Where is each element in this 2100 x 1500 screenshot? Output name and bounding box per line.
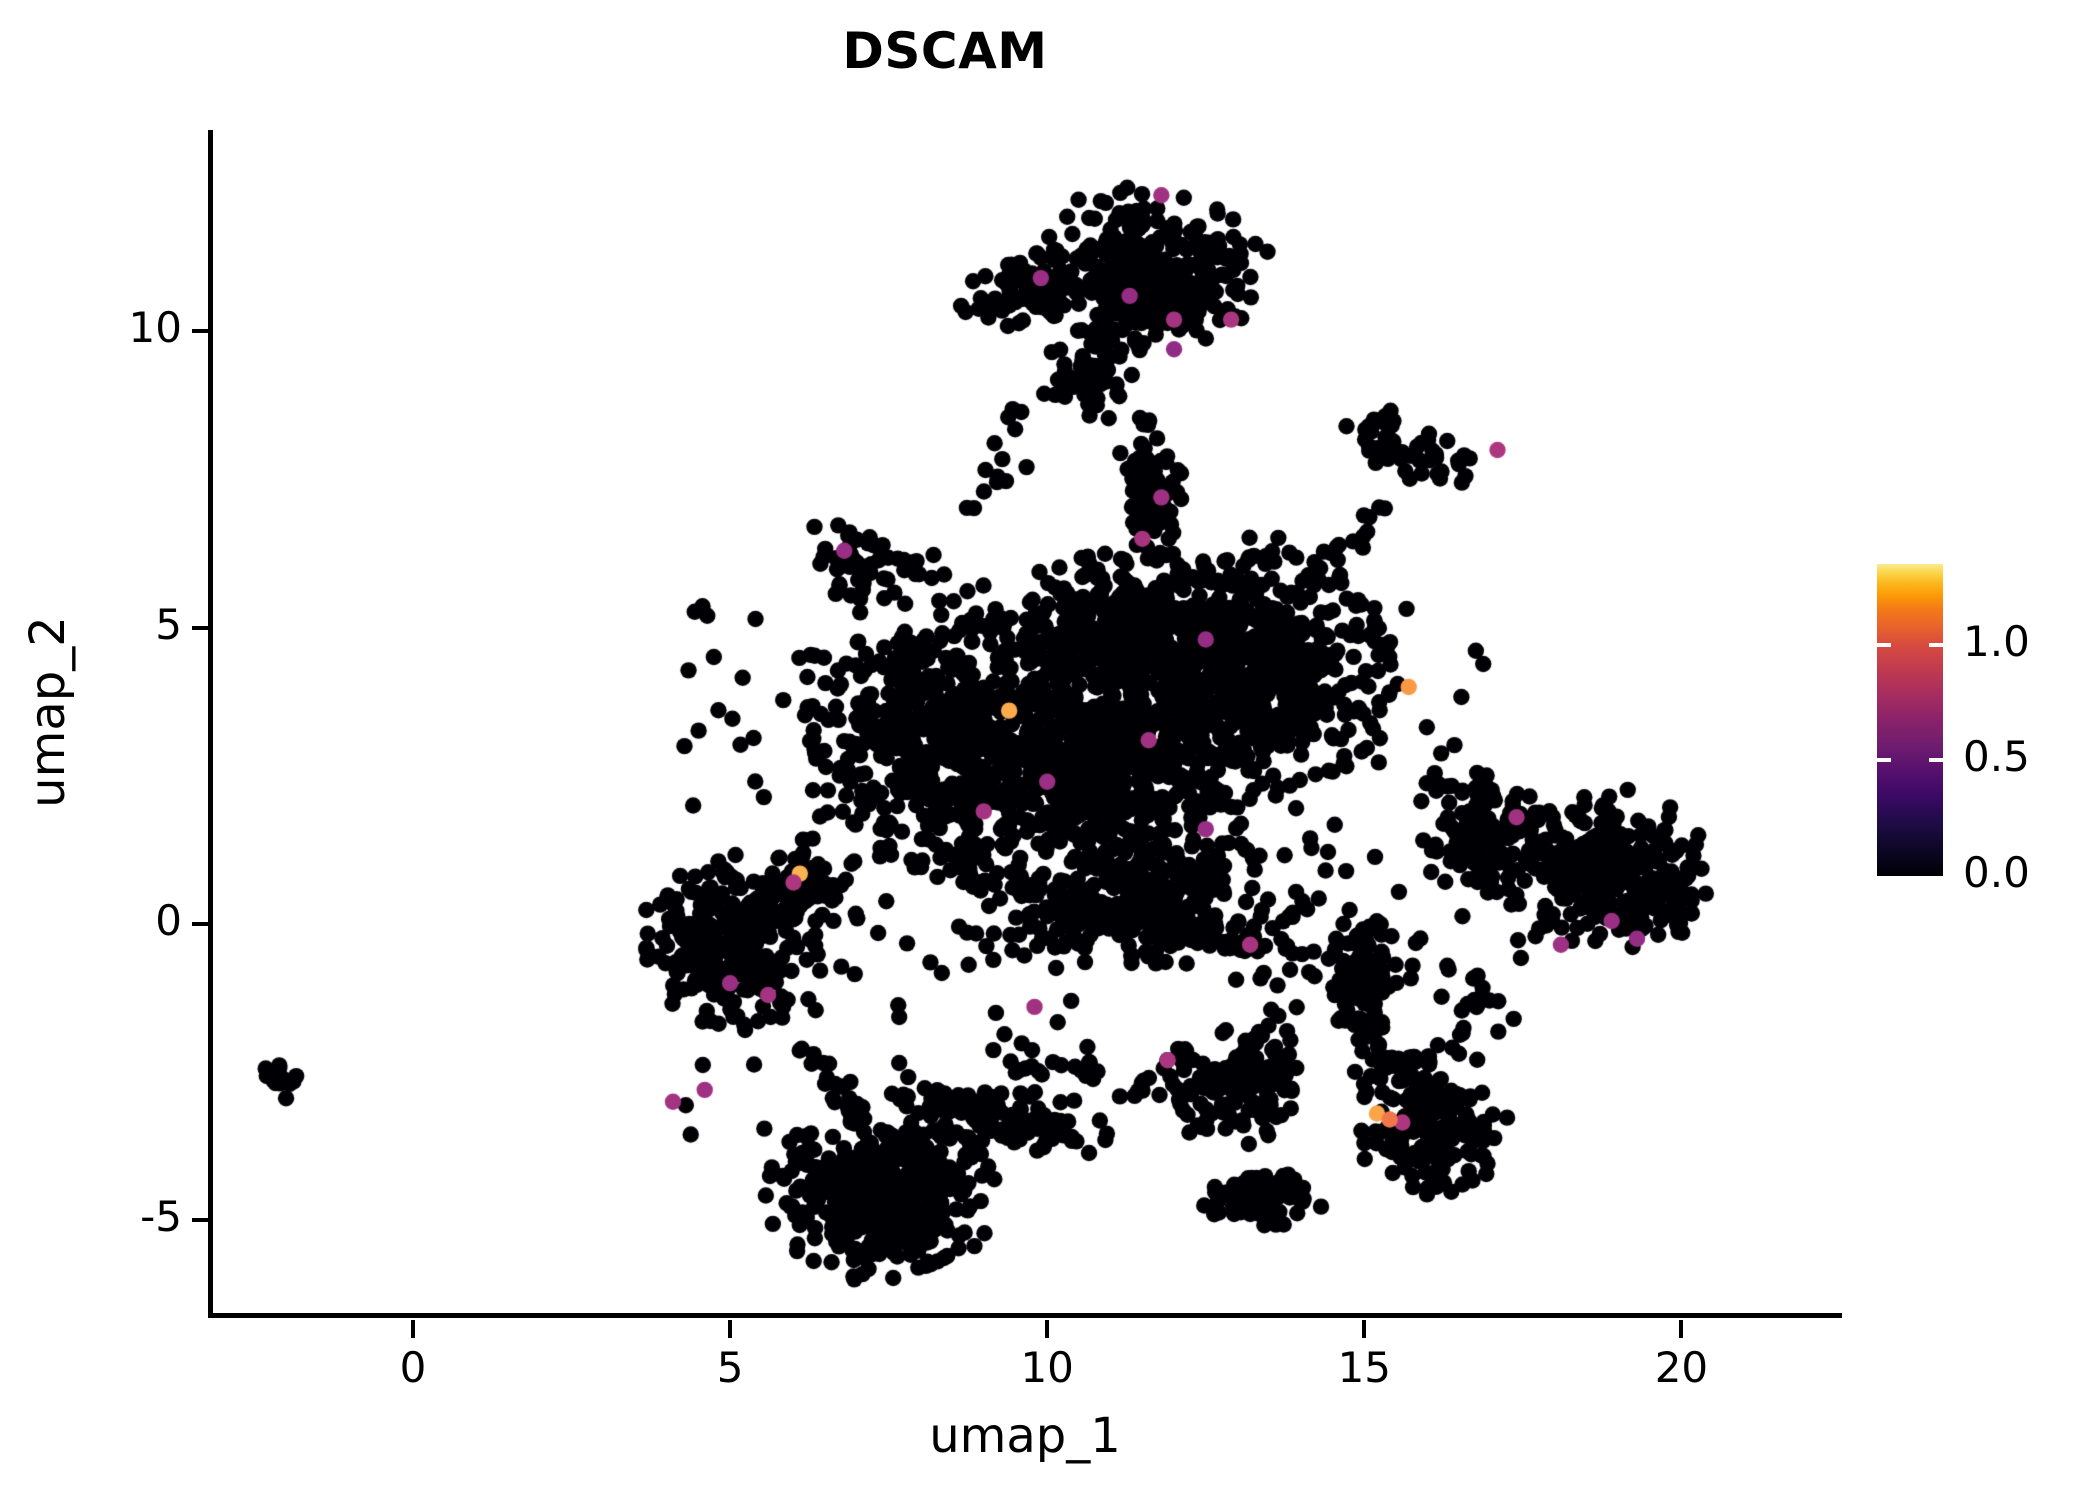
y-tick-label: 10 xyxy=(128,303,182,353)
x-axis-label: umap_1 xyxy=(929,1408,1121,1464)
scatter-plot-canvas xyxy=(210,130,1840,1315)
x-tick-label: 10 xyxy=(1020,1343,1074,1392)
colorbar-tick-label: 1.0 xyxy=(1963,616,2030,666)
x-tick-label: 20 xyxy=(1654,1343,1709,1392)
y-tick-label: 0 xyxy=(155,895,182,945)
colorbar: 1.0 0.5 0.0 xyxy=(1877,564,2077,897)
colorbar-tick-label: 0.0 xyxy=(1963,848,2030,897)
colorbar-tick-mark xyxy=(1929,642,1943,647)
colorbar-tick-mark xyxy=(1877,642,1891,647)
y-axis-label: umap_2 xyxy=(20,616,76,808)
colorbar-tick-mark xyxy=(1877,758,1891,763)
x-tick-mark xyxy=(728,1320,733,1338)
x-tick-label: 5 xyxy=(716,1343,744,1392)
x-tick-label: 0 xyxy=(399,1343,427,1392)
y-tick-mark xyxy=(192,1218,210,1223)
colorbar-tick-mark xyxy=(1929,758,1943,763)
x-tick-mark xyxy=(1679,1320,1684,1338)
y-tick-mark xyxy=(192,625,210,630)
x-tick-mark xyxy=(410,1320,415,1338)
y-tick-mark xyxy=(192,329,210,334)
x-tick-mark xyxy=(1045,1320,1050,1338)
x-axis-spine xyxy=(208,1313,1842,1318)
colorbar-tick-label: 0.5 xyxy=(1963,732,2030,782)
y-tick-label: -5 xyxy=(140,1192,182,1242)
x-tick-label: 15 xyxy=(1337,1343,1392,1392)
page-title: DSCAM xyxy=(842,22,1048,80)
x-tick-mark xyxy=(1362,1320,1367,1338)
y-tick-mark xyxy=(192,921,210,926)
y-tick-label: 5 xyxy=(155,599,182,649)
colorbar-gradient xyxy=(1877,564,1943,876)
